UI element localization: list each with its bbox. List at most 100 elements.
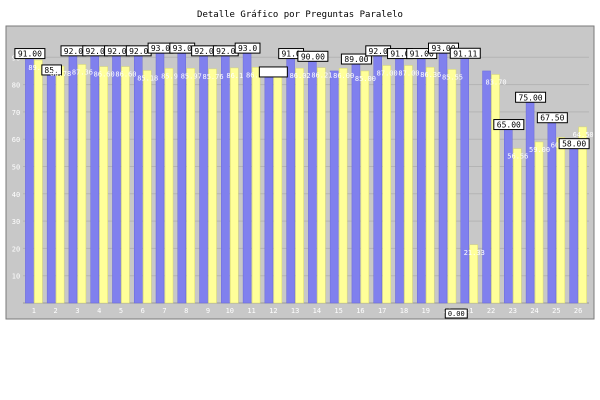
bar xyxy=(55,65,65,304)
data-label: 87.00 xyxy=(377,69,398,77)
data-label: 0.00 xyxy=(448,310,465,318)
x-tick-label: 23 xyxy=(509,307,517,315)
bar xyxy=(460,54,470,304)
bar xyxy=(360,70,370,304)
data-label: 59.00 xyxy=(529,146,550,154)
x-tick-label: 10 xyxy=(226,307,234,315)
bar xyxy=(556,137,566,304)
bar xyxy=(513,148,522,304)
x-tick-label: 24 xyxy=(530,307,538,315)
data-label: 85.18 xyxy=(137,74,158,82)
data-label: 86.78 xyxy=(50,70,71,78)
bar xyxy=(469,244,479,304)
data-label: 92.0 xyxy=(216,47,235,56)
bar xyxy=(251,67,261,304)
data-label: 86.31 xyxy=(246,71,267,79)
bar xyxy=(491,74,500,304)
data-label: 86.60 xyxy=(94,71,115,79)
bar xyxy=(34,59,43,304)
data-label: 85.9 xyxy=(161,72,178,80)
data-label: 91.00 xyxy=(18,50,42,59)
x-tick-label: 13 xyxy=(291,307,299,315)
data-label: 65.00 xyxy=(497,121,521,130)
y-tick-label: 50 xyxy=(12,164,20,172)
data-label-box xyxy=(558,138,590,150)
data-label: 89.00 xyxy=(344,55,368,64)
data-label: 86.02 xyxy=(290,72,311,80)
bar xyxy=(329,70,339,304)
bar xyxy=(416,54,426,304)
data-label: 91.0 xyxy=(281,50,300,59)
bar xyxy=(308,57,317,304)
data-label: 91.00 xyxy=(410,50,434,59)
data-label-box xyxy=(449,47,481,59)
bar xyxy=(295,67,304,304)
data-label: 91.11 xyxy=(453,49,477,58)
x-tick-label: 5 xyxy=(119,307,123,315)
bars xyxy=(25,48,587,304)
y-tick-label: 20 xyxy=(12,245,20,253)
bar xyxy=(273,70,283,304)
bar xyxy=(221,51,230,304)
x-tick-label: 9 xyxy=(206,307,210,315)
data-label: 86.1 xyxy=(226,72,243,80)
bar xyxy=(46,70,56,304)
bar xyxy=(317,67,326,304)
bar xyxy=(90,51,99,304)
data-label-box xyxy=(444,308,468,319)
x-tick-label: 18 xyxy=(400,307,408,315)
x-tick-label: 1 xyxy=(32,307,36,315)
x-tick-label: 7 xyxy=(162,307,166,315)
bar xyxy=(438,48,448,304)
data-label: 92.0 xyxy=(194,47,213,56)
y-tick-label: 80 xyxy=(12,82,20,90)
bar xyxy=(77,64,87,304)
x-tick-label: 19 xyxy=(422,307,430,315)
data-label-box xyxy=(297,50,329,62)
x-tick-label: 11 xyxy=(247,307,255,315)
data-label: 92.0 xyxy=(86,47,105,56)
x-tick-label: 22 xyxy=(487,307,495,315)
data-label: 64.50 xyxy=(573,131,594,139)
data-label: 85.76 xyxy=(202,73,223,81)
bar xyxy=(569,144,578,304)
bar xyxy=(242,48,252,304)
bar xyxy=(447,69,457,304)
data-label: 85.97 xyxy=(181,72,202,80)
x-tick-label: 12 xyxy=(269,307,277,315)
x-tick-label: 15 xyxy=(334,307,342,315)
bar xyxy=(373,51,382,304)
bar xyxy=(534,141,544,304)
data-label: 85.55 xyxy=(442,73,463,81)
data-label: 58.00 xyxy=(562,140,586,149)
bar xyxy=(99,66,108,304)
bar xyxy=(395,54,404,304)
bar xyxy=(142,70,152,304)
data-label-box xyxy=(515,91,547,103)
data-label-box xyxy=(234,42,261,54)
data-label: 87.36 xyxy=(72,69,93,77)
data-label: 93.00 xyxy=(431,44,455,53)
bar xyxy=(230,67,239,304)
data-label-box xyxy=(258,66,288,78)
data-label-box xyxy=(41,64,62,76)
bar xyxy=(404,65,413,304)
data-label-box xyxy=(493,119,525,131)
y-tick-label: 60 xyxy=(12,136,20,144)
data-label-box xyxy=(340,53,372,65)
x-tick-label: 17 xyxy=(378,307,386,315)
data-label: 92.0 xyxy=(129,47,148,56)
y-tick-label: 40 xyxy=(12,191,20,199)
data-label: 92.0 xyxy=(107,47,126,56)
bar xyxy=(68,51,78,304)
chart-title: Detalle Gráfico por Preguntas Paralelo xyxy=(197,10,403,20)
x-tick-label: 26 xyxy=(574,307,582,315)
bar xyxy=(25,54,34,304)
y-tick-label: 10 xyxy=(12,273,20,281)
data-label: 75.00 xyxy=(519,93,543,102)
data-label: 67.50 xyxy=(540,114,564,123)
data-label: 85. xyxy=(44,66,58,75)
data-label-box xyxy=(14,48,46,60)
data-label: 85.00 xyxy=(355,75,376,83)
data-label: 93.0 xyxy=(173,44,192,53)
